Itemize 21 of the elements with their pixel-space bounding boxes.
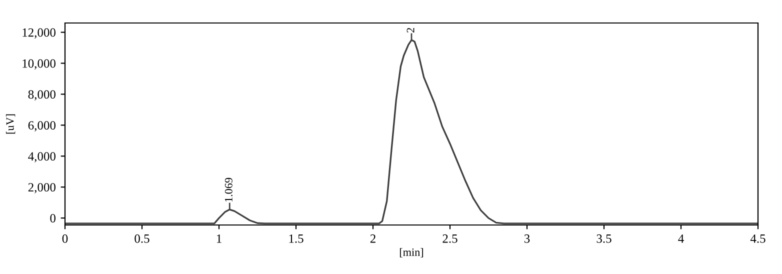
x-tick-label: 1.5 <box>289 234 304 243</box>
annotation: 2 <box>406 28 414 32</box>
annotation: 1.069 <box>224 178 232 202</box>
y-tick-label: 0 <box>50 214 56 222</box>
y-axis-title: [uV] <box>6 114 16 134</box>
y-tick-label: 6,000 <box>28 121 56 132</box>
x-tick-label: 3 <box>524 234 530 243</box>
x-tick-label: 1 <box>216 234 222 243</box>
x-tick-label: 0.5 <box>134 234 150 243</box>
x-tick-label: 2.5 <box>442 234 458 243</box>
y-tick-label: 12,000 <box>22 28 56 39</box>
x-tick-label: 4.5 <box>750 234 766 243</box>
x-axis-title: [min] <box>400 248 424 258</box>
x-tick-label: 2 <box>370 234 376 243</box>
y-tick-label: 2,000 <box>28 183 56 194</box>
x-tick-label: 4 <box>678 234 684 243</box>
x-tick-label: 0 <box>62 234 68 243</box>
y-tick-label: 4,000 <box>28 152 56 162</box>
y-tick-label: 10,000 <box>22 59 56 70</box>
y-tick-label: 8,000 <box>28 90 56 100</box>
x-tick-label: 3.5 <box>596 234 612 243</box>
